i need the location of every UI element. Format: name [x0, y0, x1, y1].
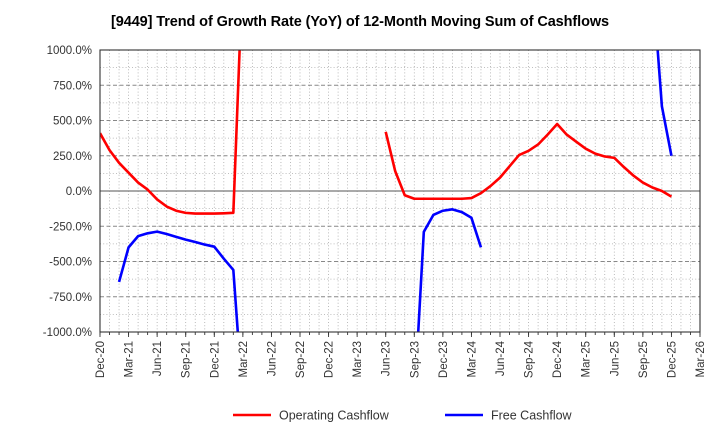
y-axis-tick-label: 250.0% — [53, 151, 92, 163]
x-axis-tick-label: Dec-21 — [209, 341, 221, 378]
x-axis-tick-label: Jun-24 — [495, 340, 507, 376]
y-axis-tick-label: 500.0% — [53, 116, 92, 128]
x-axis-tick-label: Sep-23 — [409, 341, 421, 378]
x-axis-tick-label: Jun-23 — [381, 341, 393, 376]
x-axis-tick-label: Sep-24 — [524, 340, 536, 378]
series-line-operating-cashflow — [384, 122, 673, 201]
y-axis-labels: 1000.0% 750.0% 500.0% 250.0% 0.0% -250.0% -500… — [43, 45, 92, 339]
y-axis-tick-label: -250.0% — [49, 221, 92, 233]
y-axis-tick-label: 1000.0% — [47, 45, 92, 57]
page-title: [9449] Trend of Growth Rate (YoY) of 12-… — [111, 14, 609, 30]
data-series — [100, 50, 673, 332]
y-axis-tick-label: 0.0% — [66, 186, 92, 198]
x-axis-tick-label: Mar-23 — [352, 341, 364, 377]
x-axis-tick-label: Jun-22 — [266, 341, 278, 376]
series-line-free-cashflow — [416, 208, 483, 332]
major-gridlines — [100, 84, 700, 298]
y-axis-tick-label: -500.0% — [49, 257, 92, 269]
legend-item-operating-cashflow[interactable]: Operating Cashflow — [233, 409, 390, 423]
x-axis-tick-label: Dec-22 — [324, 341, 336, 378]
x-axis-tick-label: Sep-21 — [181, 341, 193, 378]
series-line-free-cashflow — [656, 50, 673, 156]
x-axis-tick-label: Jun-21 — [152, 341, 164, 376]
x-axis-tick-label: Mar-24 — [466, 340, 478, 377]
chart-legend: Operating Cashflow Free Cashflow — [233, 409, 573, 423]
y-axis-tick-label: -750.0% — [49, 292, 92, 304]
x-axis-labels: Dec-20 Mar-21 Jun-21 Sep-21 Dec-21 Mar-22 Jun-… — [95, 340, 707, 378]
x-axis-tick-label: Dec-24 — [552, 340, 564, 378]
x-axis-tick-label: Dec-23 — [438, 341, 450, 378]
plot-frame — [99, 49, 701, 333]
x-axis-tick-label: Jun-25 — [609, 341, 621, 376]
x-axis-tick-label: Mar-22 — [238, 341, 250, 377]
x-axis-tick-label: Sep-22 — [295, 341, 307, 378]
x-axis-tick-label: Sep-25 — [638, 341, 650, 378]
legend-label: Free Cashflow — [491, 409, 573, 423]
y-axis-tick-label: 750.0% — [53, 80, 92, 92]
y-axis-tick-label: -1000.0% — [43, 327, 92, 339]
x-axis-tick-label: Mar-21 — [124, 341, 136, 377]
series-line-operating-cashflow — [100, 50, 241, 215]
series-line-free-cashflow — [117, 230, 240, 332]
legend-label: Operating Cashflow — [279, 409, 390, 423]
x-axis-tick-label: Mar-25 — [581, 341, 593, 377]
x-axis-ticks — [99, 332, 701, 337]
x-axis-tick-label: Mar-26 — [695, 341, 707, 377]
legend-item-free-cashflow[interactable]: Free Cashflow — [445, 409, 573, 423]
x-axis-tick-label: Dec-25 — [666, 341, 678, 378]
x-axis-tick-label: Dec-20 — [95, 341, 107, 378]
